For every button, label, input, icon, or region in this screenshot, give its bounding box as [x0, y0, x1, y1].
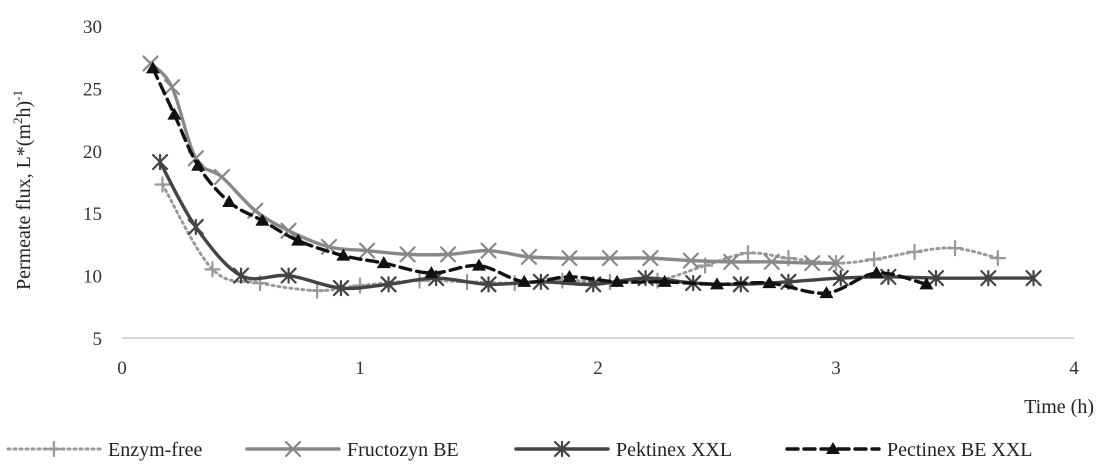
data-point: [359, 242, 376, 259]
x-tick-label: 1: [355, 358, 365, 379]
data-point: [723, 253, 740, 270]
legend-label: Fructozyn BE: [347, 439, 459, 461]
data-point: [232, 267, 250, 284]
data-point: [520, 248, 538, 265]
y-axis-title-main: Permeate flux, L*(m: [13, 124, 35, 290]
x-axis-title: Time (h): [1024, 396, 1094, 418]
data-point: [472, 258, 486, 271]
y-axis-title: Permeate flux, L*(m2h)-1: [10, 90, 35, 290]
data-point: [332, 279, 350, 297]
data-point: [1025, 269, 1042, 287]
data-point: [601, 250, 619, 267]
data-point: [927, 269, 945, 287]
data-point: [762, 276, 777, 289]
data-point: [819, 286, 834, 299]
data-point: [280, 222, 297, 239]
y-tick-label: 5: [93, 329, 103, 350]
data-point: [439, 246, 457, 263]
data-point: [865, 251, 883, 268]
data-point: [336, 248, 351, 261]
data-point: [255, 213, 270, 226]
y-tick-label: 25: [83, 79, 102, 100]
legend-label: Pektinex XXL: [616, 439, 732, 461]
data-point: [480, 276, 497, 293]
y-tick-label: 20: [83, 142, 102, 163]
data-point: [191, 158, 206, 171]
data-point: [222, 194, 237, 207]
data-point: [280, 267, 297, 284]
x-tick-label: 3: [831, 358, 841, 379]
data-point: [827, 255, 845, 272]
data-point: [167, 107, 182, 120]
legend-marker: [826, 442, 840, 454]
legend-item: Pectinex BE XXL: [785, 439, 1033, 461]
series-fructozyn-be: [142, 55, 845, 272]
data-point: [517, 274, 532, 287]
data-point: [376, 256, 391, 269]
data-point: [610, 274, 625, 287]
data-point: [763, 253, 780, 270]
y-tick-label: 10: [83, 267, 102, 288]
data-point: [919, 277, 934, 290]
series-line: [148, 61, 838, 265]
x-tick-labels: 0 1 2 3 4: [117, 358, 1079, 379]
legend-marker: [553, 440, 571, 458]
y-tick-labels: 5 10 15 20 25 30: [83, 17, 102, 350]
x-tick-label: 4: [1069, 358, 1079, 379]
series-layer: [142, 55, 1042, 299]
y-tick-label: 15: [83, 204, 102, 225]
data-point: [154, 176, 171, 193]
data-point: [424, 266, 439, 279]
y-axis-title-sup2: -1: [10, 90, 25, 101]
data-point: [291, 233, 306, 246]
data-point: [145, 61, 160, 74]
data-point: [213, 168, 231, 186]
data-point: [204, 261, 221, 278]
data-point: [163, 79, 181, 96]
series-pektinex-xxl: [151, 153, 1042, 297]
data-point: [642, 250, 659, 267]
data-point: [832, 269, 849, 287]
legend-marker: [45, 440, 63, 458]
data-point: [480, 242, 497, 259]
plot-area: 0 1 2 3 4 5 10 15 20 25 30: [83, 17, 1079, 379]
data-point: [980, 269, 997, 287]
y-axis-title-mid: h): [13, 101, 35, 118]
legend-item: Fructozyn BE: [245, 439, 459, 461]
legend-item: Enzym-free: [6, 439, 203, 461]
data-point: [187, 218, 204, 236]
series-line: [151, 66, 929, 295]
data-point: [989, 250, 1006, 267]
x-tick-label: 0: [117, 358, 127, 379]
data-point: [946, 240, 964, 257]
legend-marker: [284, 440, 302, 458]
data-point: [906, 243, 923, 260]
data-point: [682, 252, 699, 269]
data-point: [309, 282, 326, 299]
data-point: [351, 277, 369, 294]
legend: Enzym-free Fructozyn BE Pektinex XXL Pectin…: [6, 439, 1033, 461]
series-line: [158, 160, 1036, 291]
legend-item: Pektinex XXL: [514, 439, 732, 461]
data-point: [710, 277, 724, 290]
x-tick-label: 2: [593, 358, 603, 379]
data-point: [804, 255, 821, 272]
y-tick-label: 30: [83, 17, 102, 38]
legend-label: Pectinex BE XXL: [887, 439, 1033, 461]
legend-label: Enzym-free: [108, 439, 203, 461]
data-point: [399, 246, 416, 263]
data-point: [562, 269, 577, 282]
data-point: [869, 266, 884, 279]
series-pectinex-be-xxl: [145, 61, 934, 299]
data-point: [739, 245, 757, 262]
data-point: [657, 274, 672, 287]
y-axis-title-sup1: 2: [10, 117, 25, 124]
data-point: [380, 276, 397, 293]
data-point: [151, 153, 169, 171]
data-point: [561, 250, 578, 267]
